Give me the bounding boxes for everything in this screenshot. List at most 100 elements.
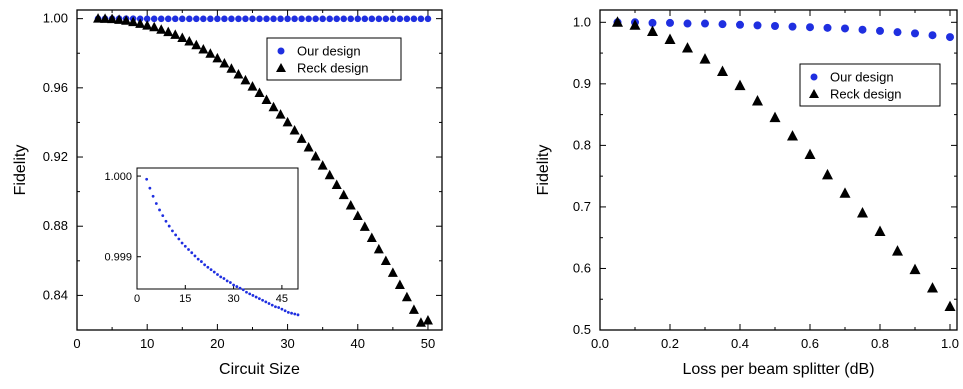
right-point-our-design bbox=[806, 23, 814, 32]
right-point-our-design bbox=[841, 24, 849, 33]
inset-point-our-design bbox=[222, 277, 226, 280]
inset-axes-frame bbox=[136, 167, 299, 290]
inset-point-our-design bbox=[174, 233, 178, 237]
left-point-our-design bbox=[298, 15, 305, 23]
right-x-tick-label: 1.0 bbox=[941, 336, 959, 351]
left-point-reck-design bbox=[198, 43, 209, 54]
left-point-reck-design bbox=[422, 314, 433, 325]
left-point-reck-design bbox=[163, 26, 174, 37]
inset-point-our-design bbox=[290, 311, 293, 315]
left-point-reck-design bbox=[394, 279, 405, 290]
right-point-reck-design bbox=[874, 225, 886, 236]
left-point-reck-design bbox=[100, 13, 111, 23]
left-point-our-design bbox=[150, 15, 158, 23]
left-legend-label-our-design: Our design bbox=[297, 44, 361, 59]
left-y-axis-label: Fidelity bbox=[12, 145, 29, 196]
left-point-our-design bbox=[143, 15, 151, 23]
right-plot: 0.0 0.2 0.4 0.6 0.8 1.0 0.5 0.6 0.7 0.8 0.9 1.0 Loss… bbox=[535, 9, 959, 378]
inset-y-tick-label: 1.000 bbox=[104, 171, 132, 183]
left-point-our-design bbox=[319, 15, 326, 23]
right-x-tick-label: 0.6 bbox=[801, 336, 819, 351]
left-legend-label-reck-design: Reck design bbox=[297, 61, 369, 76]
right-legend-label-reck-design: Reck design bbox=[830, 87, 902, 102]
right-legend-label-our-design: Our design bbox=[830, 70, 894, 85]
left-x-tick-label: 40 bbox=[351, 336, 365, 351]
left-point-reck-design bbox=[345, 199, 356, 210]
inset-point-our-design bbox=[212, 270, 216, 274]
inset-point-our-design bbox=[277, 306, 281, 309]
left-point-our-design bbox=[171, 15, 179, 23]
left-point-our-design bbox=[178, 15, 186, 23]
right-point-reck-design bbox=[822, 168, 833, 180]
inset-point-our-design bbox=[245, 290, 248, 294]
inset-point-our-design bbox=[190, 251, 194, 255]
left-point-reck-design bbox=[303, 142, 314, 152]
inset-point-our-design bbox=[193, 254, 197, 258]
inset-point-our-design bbox=[225, 279, 229, 283]
inset-point-our-design bbox=[167, 224, 171, 228]
left-point-reck-design bbox=[254, 87, 265, 98]
left-point-our-design bbox=[361, 15, 369, 23]
right-point-our-design bbox=[683, 19, 692, 28]
right-point-reck-design bbox=[804, 148, 816, 160]
left-y-tick-label: 0.84 bbox=[43, 287, 68, 302]
left-x-axis-label: Circuit Size bbox=[219, 361, 300, 378]
inset-point-our-design bbox=[296, 313, 300, 317]
left-point-reck-design bbox=[338, 189, 349, 200]
left-legend-marker-our-design bbox=[277, 47, 285, 55]
right-point-reck-design bbox=[839, 187, 851, 198]
left-point-our-design bbox=[277, 15, 284, 23]
left-point-reck-design bbox=[114, 14, 125, 24]
inset-point-our-design bbox=[238, 286, 242, 290]
left-point-our-design bbox=[249, 15, 256, 23]
left-point-reck-design bbox=[142, 20, 153, 30]
right-point-our-design bbox=[648, 18, 657, 27]
left-point-our-design bbox=[403, 15, 411, 23]
right-point-reck-design bbox=[752, 95, 763, 106]
left-point-reck-design bbox=[184, 35, 195, 46]
right-y-tick-label: 1.0 bbox=[573, 14, 591, 29]
inset-point-our-design bbox=[206, 265, 210, 269]
right-x-axis-label: Loss per beam splitter (dB) bbox=[682, 361, 874, 378]
left-point-our-design bbox=[214, 15, 221, 23]
right-point-our-design bbox=[911, 29, 919, 38]
inset-point-our-design bbox=[228, 281, 232, 284]
inset-series-our-design bbox=[145, 177, 300, 317]
inset-point-our-design bbox=[232, 283, 236, 287]
inset-point-our-design bbox=[235, 285, 239, 288]
right-y-tick-label: 0.5 bbox=[573, 322, 591, 337]
left-y-tick-label: 0.88 bbox=[43, 218, 68, 233]
left-point-our-design bbox=[164, 15, 172, 23]
right-series-reck-design bbox=[612, 16, 956, 312]
right-point-our-design bbox=[666, 18, 674, 27]
left-point-reck-design bbox=[107, 13, 118, 24]
inset-point-our-design bbox=[264, 300, 268, 304]
left-series-reck-design bbox=[93, 13, 433, 327]
right-point-our-design bbox=[753, 21, 762, 30]
right-point-reck-design bbox=[734, 79, 746, 91]
right-point-reck-design bbox=[629, 19, 641, 30]
left-point-our-design bbox=[347, 15, 355, 23]
left-point-reck-design bbox=[352, 210, 363, 221]
right-point-our-design bbox=[701, 19, 709, 28]
left-y-tick-label: 1.00 bbox=[43, 11, 68, 26]
right-point-reck-design bbox=[944, 300, 956, 312]
inset-x-tick-label: 45 bbox=[276, 293, 288, 305]
right-point-our-design bbox=[858, 25, 867, 34]
inset-point-our-design bbox=[248, 292, 252, 296]
left-point-reck-design bbox=[177, 32, 188, 43]
left-point-our-design bbox=[326, 15, 333, 23]
left-x-tick-label: 0 bbox=[73, 336, 80, 351]
left-point-our-design bbox=[354, 15, 362, 23]
left-point-reck-design bbox=[317, 160, 328, 170]
left-point-reck-design bbox=[219, 57, 230, 68]
inset-point-our-design bbox=[177, 237, 181, 241]
inset-point-our-design bbox=[286, 310, 290, 314]
inset-point-our-design bbox=[180, 241, 184, 245]
left-point-reck-design bbox=[149, 21, 160, 32]
right-point-our-design bbox=[771, 22, 779, 30]
inset-point-our-design bbox=[216, 273, 219, 276]
inset-point-our-design bbox=[171, 229, 174, 233]
right-point-reck-design bbox=[857, 207, 868, 218]
